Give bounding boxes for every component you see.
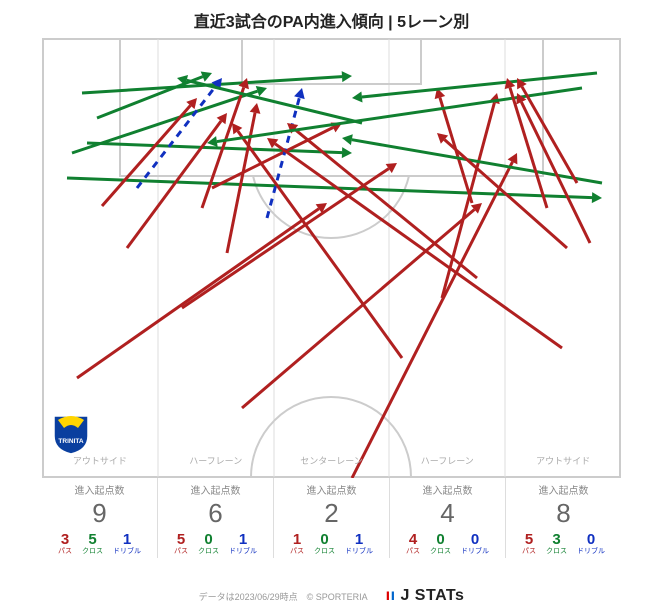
stat-title: 進入起点数 bbox=[158, 482, 273, 497]
stat-title: 進入起点数 bbox=[506, 482, 621, 497]
lane-label: アウトサイド bbox=[505, 454, 621, 476]
stat-pass: 3パス bbox=[58, 532, 72, 555]
figure-root: 直近3試合のPA内進入傾向 | 5レーン別 TRINITA アウトサイドハーフレ… bbox=[0, 0, 663, 611]
stat-cross: 0クロス bbox=[430, 532, 451, 555]
lane-stat-box: 進入起点数2 1パス 0クロス 1ドリブル bbox=[274, 478, 390, 558]
lane-stat-box: 進入起点数9 3パス 5クロス 1ドリブル bbox=[42, 478, 158, 558]
footer: データは2023/06/29時点 © SPORTERIA ıı J STATs bbox=[0, 587, 663, 605]
lane-label: ハーフレーン bbox=[158, 454, 274, 476]
stats-row: 進入起点数93パス5クロス1ドリブル進入起点数65パス0クロス1ドリブル進入起点… bbox=[42, 478, 621, 558]
stat-dribble: 0ドリブル bbox=[577, 532, 605, 555]
lane-stat-box: 進入起点数6 5パス 0クロス 1ドリブル bbox=[158, 478, 274, 558]
chart-title: 直近3試合のPA内進入傾向 | 5レーン別 bbox=[0, 0, 663, 32]
stat-total: 8 bbox=[506, 497, 621, 530]
brand-text: J STATs bbox=[396, 587, 465, 604]
stat-cross: 0クロス bbox=[198, 532, 219, 555]
lane-label: センターレーン bbox=[274, 454, 390, 476]
lane-labels: アウトサイドハーフレーンセンターレーンハーフレーンアウトサイド bbox=[42, 454, 621, 476]
lane-label: ハーフレーン bbox=[389, 454, 505, 476]
stat-total: 9 bbox=[42, 497, 157, 530]
brand-logo: ıı J STATs bbox=[386, 587, 465, 605]
stat-pass: 4パス bbox=[406, 532, 420, 555]
stat-pass: 5パス bbox=[174, 532, 188, 555]
stat-pass: 1パス bbox=[290, 532, 304, 555]
stat-cross: 0クロス bbox=[314, 532, 335, 555]
svg-text:TRINITA: TRINITA bbox=[58, 438, 83, 445]
lane-label: アウトサイド bbox=[42, 454, 158, 476]
stat-breakdown: 3パス 5クロス 1ドリブル bbox=[42, 532, 157, 555]
footer-text: データは2023/06/29時点 © SPORTERIA bbox=[199, 590, 368, 603]
stat-title: 進入起点数 bbox=[390, 482, 505, 497]
pitch-svg bbox=[42, 38, 621, 478]
team-crest: TRINITA bbox=[48, 410, 94, 456]
stat-breakdown: 5パス 0クロス 1ドリブル bbox=[158, 532, 273, 555]
pitch-area bbox=[42, 38, 621, 478]
stat-total: 4 bbox=[390, 497, 505, 530]
stat-breakdown: 1パス 0クロス 1ドリブル bbox=[274, 532, 389, 555]
stat-breakdown: 4パス 0クロス 0ドリブル bbox=[390, 532, 505, 555]
stat-breakdown: 5パス 3クロス 0ドリブル bbox=[506, 532, 621, 555]
stat-cross: 3クロス bbox=[546, 532, 567, 555]
stat-dribble: 0ドリブル bbox=[461, 532, 489, 555]
lane-stat-box: 進入起点数4 4パス 0クロス 0ドリブル bbox=[390, 478, 506, 558]
stat-total: 2 bbox=[274, 497, 389, 530]
stat-dribble: 1ドリブル bbox=[345, 532, 373, 555]
stat-dribble: 1ドリブル bbox=[229, 532, 257, 555]
stat-cross: 5クロス bbox=[82, 532, 103, 555]
stat-dribble: 1ドリブル bbox=[113, 532, 141, 555]
stat-pass: 5パス bbox=[522, 532, 536, 555]
stat-title: 進入起点数 bbox=[274, 482, 389, 497]
lane-stat-box: 進入起点数8 5パス 3クロス 0ドリブル bbox=[506, 478, 621, 558]
stat-total: 6 bbox=[158, 497, 273, 530]
stat-title: 進入起点数 bbox=[42, 482, 157, 497]
